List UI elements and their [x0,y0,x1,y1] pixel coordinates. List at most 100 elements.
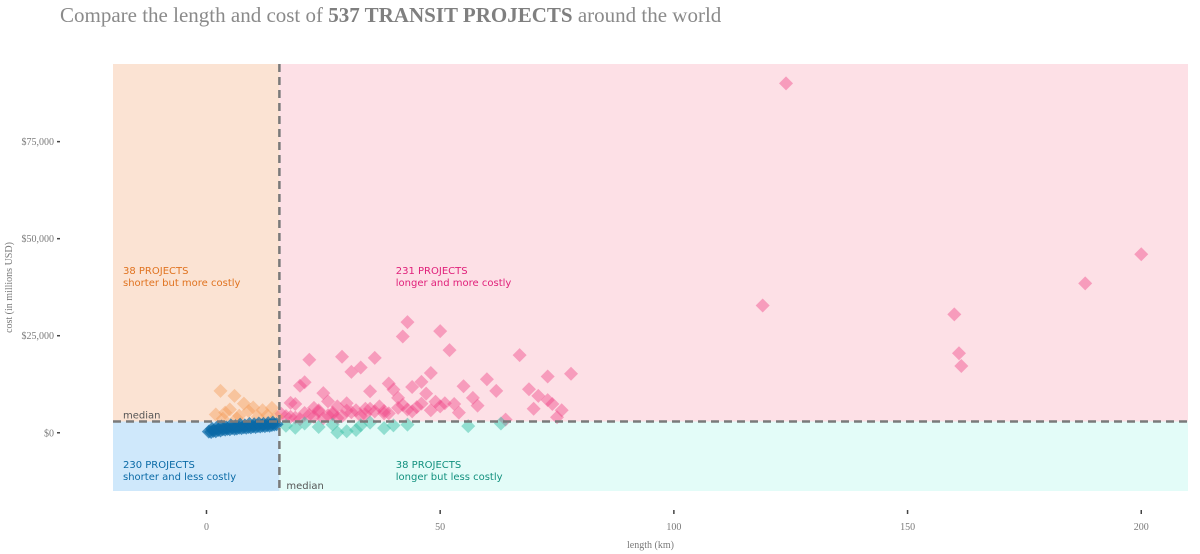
data-point-longer-more [779,76,794,91]
quadrant-count-shorter-less: 230 PROJECTS [123,460,195,471]
data-point-longer-more [423,403,438,418]
data-point-longer-more [405,404,420,419]
data-point-longer-less [349,423,364,438]
data-point-shorter-more [222,402,237,417]
data-point-longer-more [521,382,536,397]
data-point-longer-more [344,405,359,420]
data-point-longer-more [321,394,335,409]
data-point-longer-more [344,364,359,379]
data-point-longer-more [437,396,452,411]
data-point-longer-more [400,315,415,330]
data-point-longer-more [311,403,326,418]
data-point-shorter-more [213,383,228,398]
data-point-longer-more [306,400,321,415]
data-point-longer-more [433,399,448,414]
data-point-longer-less [339,424,354,439]
y-axis: $0 $25,000 $50,000 $75,000 [22,137,60,439]
data-point-longer-more [947,307,962,322]
data-point-longer-more [391,390,406,405]
data-point-longer-more [405,379,420,394]
y-tick-label: $75,000 [22,137,55,148]
data-point-longer-more [330,399,345,414]
median-label-horizontal: median [123,411,161,422]
data-point-longer-more [377,406,392,421]
data-point-longer-more [1134,247,1149,262]
data-point-longer-more [442,343,457,358]
data-point-longer-more [363,401,378,416]
data-point-longer-more [414,396,429,411]
data-point-longer-more [386,382,401,397]
median-lines: median median [113,64,1188,492]
data-point-longer-more [479,372,494,387]
quadrant-desc-shorter-less: shorter and less costly [123,472,236,483]
y-axis-title: cost (in millions USD) [4,242,15,333]
data-point-longer-less [311,419,326,434]
data-point-longer-less [493,416,508,431]
data-point-longer-more [311,404,326,419]
quadrant-backgrounds [113,64,1188,491]
data-point-longer-more [564,366,579,381]
x-axis-title: length (km) [627,540,674,551]
data-point-shorter-more [218,405,233,420]
data-point-longer-more [372,399,387,414]
data-point-shorter-more [227,388,242,403]
y-tick-label: $0 [44,428,54,439]
data-point-longer-more [554,403,569,418]
data-point-longer-more [316,386,331,401]
data-point-longer-more [540,393,555,408]
data-point-longer-more [367,404,382,419]
data-point-longer-less [297,416,312,431]
data-point-longer-more [381,376,396,391]
data-point-shorter-more [255,403,270,418]
x-tick-label: 100 [666,522,681,533]
x-tick-label: 50 [435,522,445,533]
data-point-longer-more [414,374,429,389]
x-tick-label: 0 [204,522,209,533]
data-point-shorter-more [232,408,247,423]
quadrant-bg-shorter-more [113,64,280,422]
data-point-shorter-more [208,407,223,422]
data-point-shorter-more [236,396,251,411]
data-point-longer-more [447,397,462,412]
data-point-longer-more [377,404,392,419]
y-tick-label: $50,000 [22,234,55,245]
data-point-longer-more [755,298,770,313]
data-point-longer-more [465,390,480,405]
data-point-longer-more [381,406,396,421]
data-point-longer-more [335,349,350,364]
data-point-longer-more [540,369,555,384]
data-point-longer-more [531,388,546,403]
data-point-longer-more [400,402,415,417]
data-point-longer-more [297,375,312,390]
data-point-longer-less [330,425,345,440]
data-point-longer-more [274,406,289,421]
data-point-longer-more [456,379,471,394]
data-point-longer-more [358,401,373,416]
y-tick-label: $25,000 [22,331,55,342]
title-highlight: 537 TRANSIT PROJECTS [328,3,573,27]
data-point-longer-more [470,398,485,413]
median-label-vertical: median [286,481,324,492]
title-prefix: Compare the length and cost of [60,3,329,27]
data-point-longer-more [489,383,504,398]
data-point-longer-more [954,359,969,374]
quadrant-bg-longer-more [279,64,1188,422]
data-point-longer-more [419,386,434,401]
data-point-longer-more [423,365,438,380]
data-point-longer-more [283,395,298,410]
data-point-longer-more [395,397,410,412]
data-point-longer-more [395,329,410,344]
data-point-longer-more [353,408,368,423]
data-point-longer-more [428,394,443,409]
data-point-longer-more [339,403,354,418]
data-point-longer-more [325,407,340,422]
title-suffix: around the world [572,3,722,27]
data-point-longer-more [278,409,293,424]
data-point-shorter-more [264,400,279,415]
data-point-longer-more [512,348,527,363]
x-axis: 0 50 100 150 200 [204,510,1149,533]
data-point-longer-more [367,350,382,365]
data-point-shorter-more [246,400,261,415]
page-title: Compare the length and cost of 537 TRANS… [60,3,721,28]
